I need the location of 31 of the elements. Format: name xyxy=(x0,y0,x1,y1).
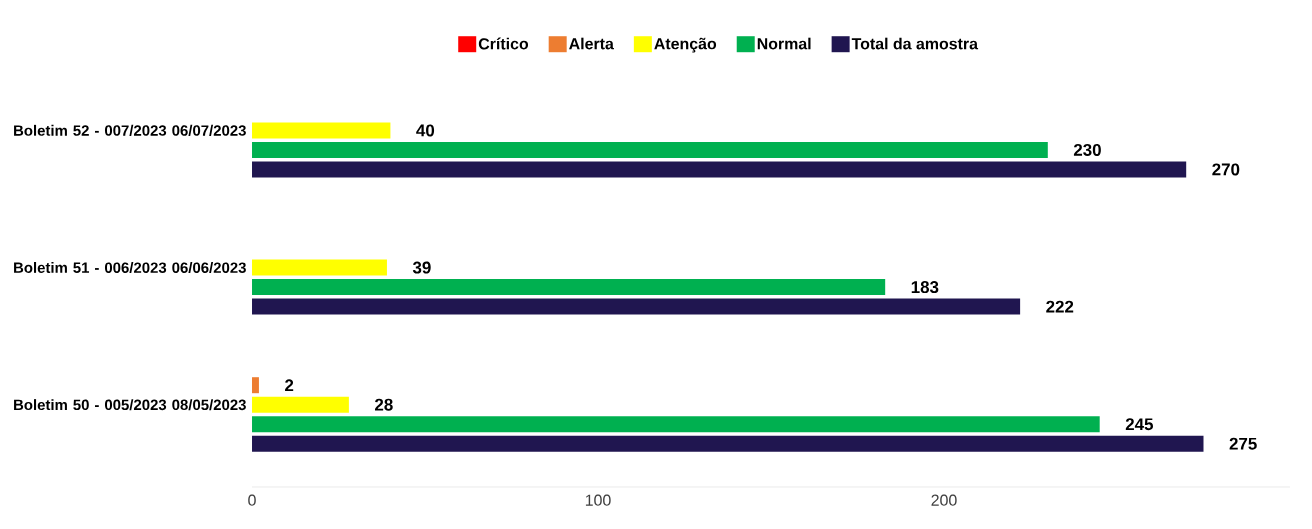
data-label: 245 xyxy=(1125,418,1153,431)
legend-label: Total da amostra xyxy=(851,37,979,50)
bar xyxy=(252,396,349,413)
legend-label: Normal xyxy=(757,37,811,50)
bar xyxy=(252,122,391,139)
data-label: 40 xyxy=(416,124,435,137)
legend-label: Atenção xyxy=(654,37,717,53)
data-label: 222 xyxy=(1046,300,1074,313)
data-label: 2 xyxy=(285,379,294,392)
y-tick-label: Boletim 52 - 007/2023 06/07/2023 xyxy=(14,124,246,136)
x-tick-label: 0 xyxy=(248,494,256,506)
data-label: 230 xyxy=(1073,143,1101,156)
data-label: 270 xyxy=(1212,163,1240,176)
bar xyxy=(252,298,1021,315)
x-tick-label: 100 xyxy=(585,494,611,506)
bar xyxy=(252,377,259,394)
data-label: 28 xyxy=(375,398,393,411)
bar xyxy=(252,435,1204,452)
x-tick-label: 200 xyxy=(931,494,957,506)
legend-label: Alerta xyxy=(569,37,614,50)
y-tick-label: Boletim 51 - 006/2023 06/06/2023 xyxy=(14,262,246,274)
legend-label: Crítico xyxy=(478,37,529,50)
data-label: 39 xyxy=(412,261,431,274)
bar xyxy=(252,259,387,276)
bar xyxy=(252,161,1187,178)
bar xyxy=(252,279,886,296)
bar xyxy=(252,141,1048,158)
data-label: 275 xyxy=(1229,437,1257,450)
bar xyxy=(252,416,1100,433)
y-tick-label: Boletim 50 - 005/2023 08/05/2023 xyxy=(14,399,246,411)
data-label: 183 xyxy=(911,281,939,294)
